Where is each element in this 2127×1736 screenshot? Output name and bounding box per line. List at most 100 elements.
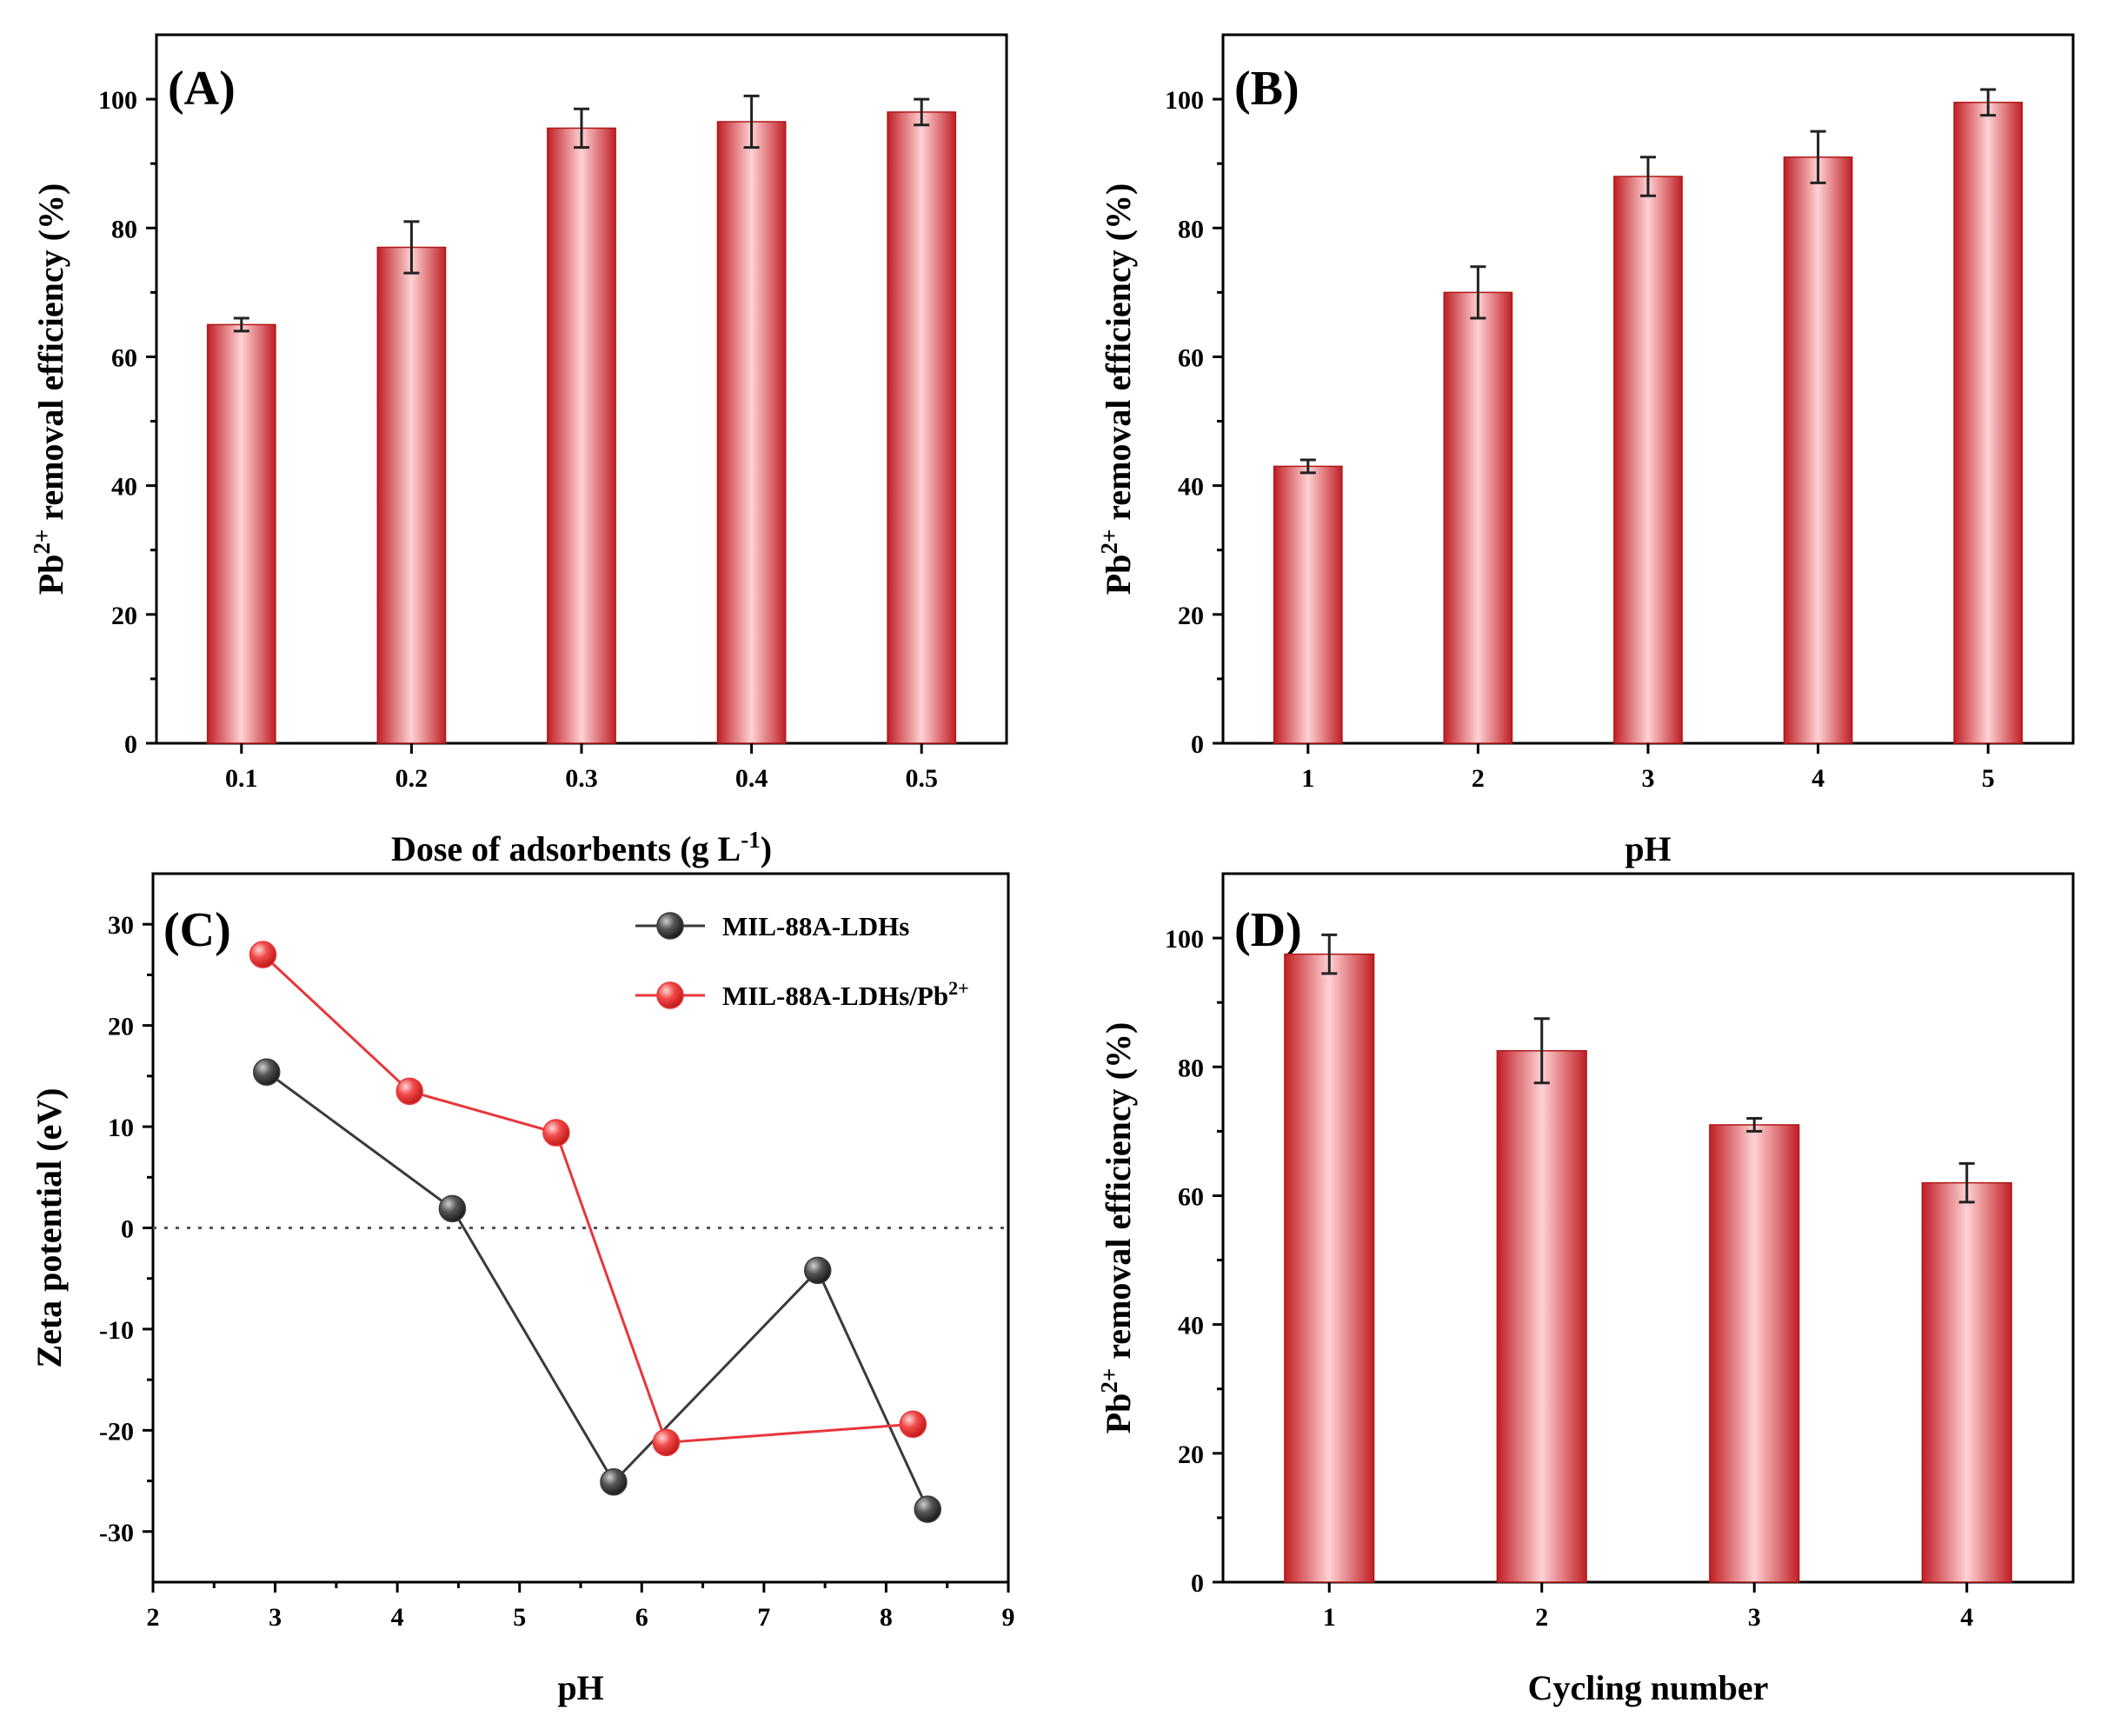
y-axis-title-part: Pb [31,555,70,595]
x-axis-title-part: Cycling number [1528,1668,1769,1707]
y-axis-title-part: Pb [1099,555,1138,595]
y-tick-label: 0 [1191,1569,1204,1598]
legend-entry: MIL-88A-LDHs/Pb2+ [722,977,969,1012]
data-point [249,941,277,968]
bar [1783,156,1853,744]
y-tick-label: 20 [111,602,137,630]
x-tick-label: 5 [513,1603,526,1632]
x-axis-title-sup: -1 [741,827,761,853]
y-tick-label: 100 [1165,86,1204,115]
data-point [914,1495,941,1523]
panel-b-bar-chart: (B) 0 20 40 60 80 100 1 2 3 4 5 pH Pb2+ removal effic… [1096,33,2075,868]
bar [547,127,616,744]
bar [1953,102,2024,744]
data-point [395,1077,423,1106]
y-tick-label: -30 [99,1519,134,1547]
x-axis-title: pH [1625,829,1671,868]
y-tick-label: 100 [98,86,137,115]
bar [376,246,447,744]
x-axis-title-part: ) [761,829,772,868]
x-tick-label: 6 [635,1603,648,1632]
x-tick-label: 9 [1002,1603,1015,1632]
panel-a-bar-chart: (A) 0 20 40 60 80 100 0.1 0.2 0.3 0.4 0.5 Dose of ad… [29,33,1008,868]
x-tick-label: 7 [757,1603,770,1632]
bar [716,121,787,744]
bar [206,323,276,744]
y-axis-title: Pb2+ removal efficiency (%) [1096,1022,1138,1434]
x-tick-label: 4 [1811,764,1825,793]
x-tick-label: 0.4 [735,764,768,793]
bar [1613,176,1683,744]
x-tick-label: 1 [1323,1603,1336,1632]
plot-frame [1221,872,2075,1584]
x-tick-label: 5 [1982,764,1995,793]
y-tick-label: 10 [108,1114,134,1142]
bar [1284,953,1375,1583]
series-line [262,954,914,1444]
x-tick-label: 0.2 [395,764,429,793]
y-tick-label: 60 [1178,1182,1204,1211]
panel-c-line-chart: (C) -30 -20 -10 0 10 20 30 2 3 4 5 6 7 8 9 MIL-88A-LDHs M… [30,872,1015,1707]
y-tick-label: 0 [121,1215,134,1244]
bar [887,111,957,744]
series-line [265,1070,929,1510]
y-tick-label: -10 [99,1316,134,1345]
legend-entry-part: MIL-88A-LDHs/Pb [722,981,948,1011]
panel-d-bar-chart: (D) 0 20 40 60 80 100 1 2 3 4 Cycling number Pb2+ re… [1096,872,2075,1707]
x-axis-title: pH [557,1668,603,1707]
x-tick-label: 3 [1748,1603,1761,1632]
panel-label: (A) [168,62,236,116]
x-tick-label: 3 [269,1603,282,1632]
x-axis-title-part: Dose of adsorbents (g L [391,829,741,868]
y-tick-label: 80 [111,215,137,243]
y-axis-title: Pb2+ removal efficiency (%) [1096,183,1138,595]
y-tick-label: 80 [1178,1054,1204,1082]
data-point [652,1428,681,1457]
y-axis-title-part: removal efficiency (%) [1099,183,1138,529]
y-axis-title: Pb2+ removal efficiency (%) [29,183,70,595]
legend-marker [656,981,684,1009]
y-tick-label: 40 [1178,473,1204,502]
y-tick-label: 20 [108,1013,134,1041]
legend-entry: MIL-88A-LDHs [722,911,909,941]
y-tick-label: 40 [111,473,137,502]
bar [1709,1124,1800,1583]
legend-marker [656,912,684,940]
data-point [600,1467,628,1496]
y-axis-title-part: removal efficiency (%) [31,183,70,529]
bar [1496,1050,1587,1583]
x-tick-label: 0.3 [565,764,598,793]
data-point [899,1410,927,1439]
x-tick-label: 2 [1472,764,1485,793]
bar [1273,465,1343,744]
y-tick-label: 100 [1165,925,1204,954]
y-tick-label: 0 [124,730,137,759]
y-tick-label: -20 [99,1417,134,1446]
y-tick-label: 60 [111,343,137,372]
x-tick-label: 8 [880,1603,893,1632]
x-axis-title-part: pH [1625,829,1671,868]
y-tick-label: 30 [108,911,134,940]
legend-entry-sup: 2+ [948,977,969,999]
y-axis-title-part: removal efficiency (%) [1099,1022,1138,1368]
y-axis-title-sup: 2+ [1096,529,1122,555]
data-point [438,1194,467,1223]
y-tick-label: 20 [1178,1440,1204,1469]
y-axis-title: Zeta potential (eV) [30,1087,69,1367]
panel-label: (D) [1234,903,1302,957]
x-axis-title: Cycling number [1528,1668,1769,1707]
y-tick-label: 0 [1191,730,1204,759]
panel-label: (B) [1234,62,1299,116]
x-tick-label: 4 [391,1603,404,1632]
x-tick-label: 4 [1960,1603,1973,1632]
bar [1443,291,1513,744]
data-point [803,1256,832,1285]
bar [1921,1181,2012,1583]
x-axis-title: Dose of adsorbents (g L-1) [391,827,772,868]
x-tick-label: 2 [1535,1603,1548,1632]
x-tick-label: 0.1 [225,764,258,793]
y-tick-label: 40 [1178,1312,1204,1340]
x-tick-label: 1 [1301,764,1314,793]
y-tick-label: 80 [1178,215,1204,243]
